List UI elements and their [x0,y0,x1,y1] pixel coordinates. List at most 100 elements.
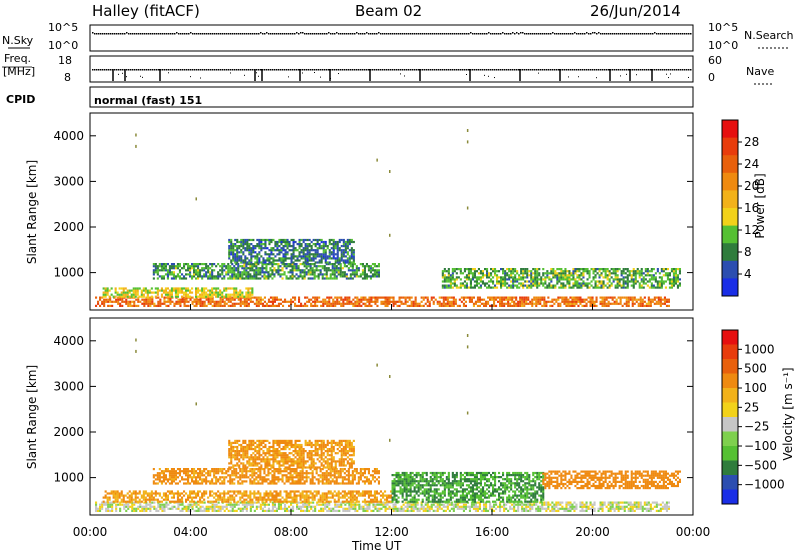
echo-cell [530,282,533,285]
echo-cell [659,503,662,506]
freq-point [364,69,366,71]
echo-cell [529,302,532,305]
nsky-point [264,33,266,35]
freq-point [484,69,486,71]
echo-cell [324,243,327,246]
echo-cell [251,296,254,299]
nsky-point [96,33,98,35]
echo-cell [151,298,154,301]
echo-cell [483,507,486,510]
echo-cell [467,286,470,289]
echo-cell [166,490,169,493]
echo-cell [525,503,528,506]
echo-cell [661,302,664,305]
echo-cell [400,302,403,305]
echo-cell [236,257,239,260]
echo-cell [364,507,367,510]
echo-cell [242,245,245,248]
echo-cell [178,494,181,497]
echo-cell [205,275,208,278]
echo-cell [549,503,552,506]
echo-cell [457,276,460,279]
echo-cell [199,273,202,276]
echo-cell [571,503,574,506]
echo-cell [672,280,675,283]
echo-cell [256,255,259,258]
echo-cell [277,503,280,506]
echo-cell [298,253,301,256]
echo-cell [560,270,563,273]
echo-cell [209,300,212,303]
echo-cell [236,251,239,254]
echo-cell [219,505,222,508]
echo-cell [170,500,173,503]
echo-cell [536,276,539,279]
echo-cell [564,274,567,277]
echo-cell [374,296,377,299]
echo-cell [539,509,542,512]
echo-cell [248,245,251,248]
echo-cell [518,282,521,285]
echo-cell [561,298,564,301]
echo-cell [302,509,305,512]
echo-cell [316,261,319,264]
echo-cell [348,296,351,299]
echo-cell [668,282,671,285]
echo-cell [640,268,643,271]
echo-cell [448,304,451,307]
echo-cell [390,507,393,510]
echo-cell [299,263,302,266]
echo-cell [633,509,636,512]
echo-cell [394,509,397,512]
echo-cell [463,270,466,273]
echo-cell [662,274,665,277]
echo-cell [166,291,169,294]
echo-cell [229,275,232,278]
echo-cell [368,300,371,303]
echo-cell [152,291,155,294]
echo-cell [468,300,471,303]
echo-cell [235,287,238,290]
echo-cell [280,240,283,244]
echo-cell [610,284,613,287]
freq-point [232,69,234,71]
echo-cell [572,286,575,289]
echo-cell [201,263,204,266]
echo-cell [207,293,210,296]
echo-cell [346,257,349,260]
nsky-point [542,33,544,35]
echo-cell [622,282,625,285]
echo-cell [143,300,146,303]
echo-cell [601,507,604,510]
echo-cell [258,247,261,250]
echo-cell [620,272,623,275]
echo-cell [348,302,351,305]
echo-cell [622,276,625,279]
echo-cell [611,501,614,504]
echo-cell [225,293,228,296]
nsky-point [588,33,590,35]
freq-point [440,69,442,71]
echo-cell [468,298,471,301]
freq-series [92,69,692,81]
freq-point [130,69,132,71]
echo-cell [298,240,301,244]
echo-cell [108,496,111,499]
echo-cell [527,298,530,301]
echo-cell [239,298,242,301]
nsky-point [268,33,270,35]
echo-cell [172,277,175,280]
echo-cell [603,296,606,299]
echo-cell [602,284,605,287]
nsky-point [208,33,210,35]
echo-cell [575,503,578,506]
echo-cell [607,509,610,512]
echo-cell [638,274,641,277]
echo-cell [240,238,243,242]
echo-cell [166,287,169,290]
echo-cell [217,291,220,294]
echo-cell [353,271,356,274]
echo-cell [465,276,468,279]
echo-cell [225,265,228,268]
echo-cell [654,280,657,283]
